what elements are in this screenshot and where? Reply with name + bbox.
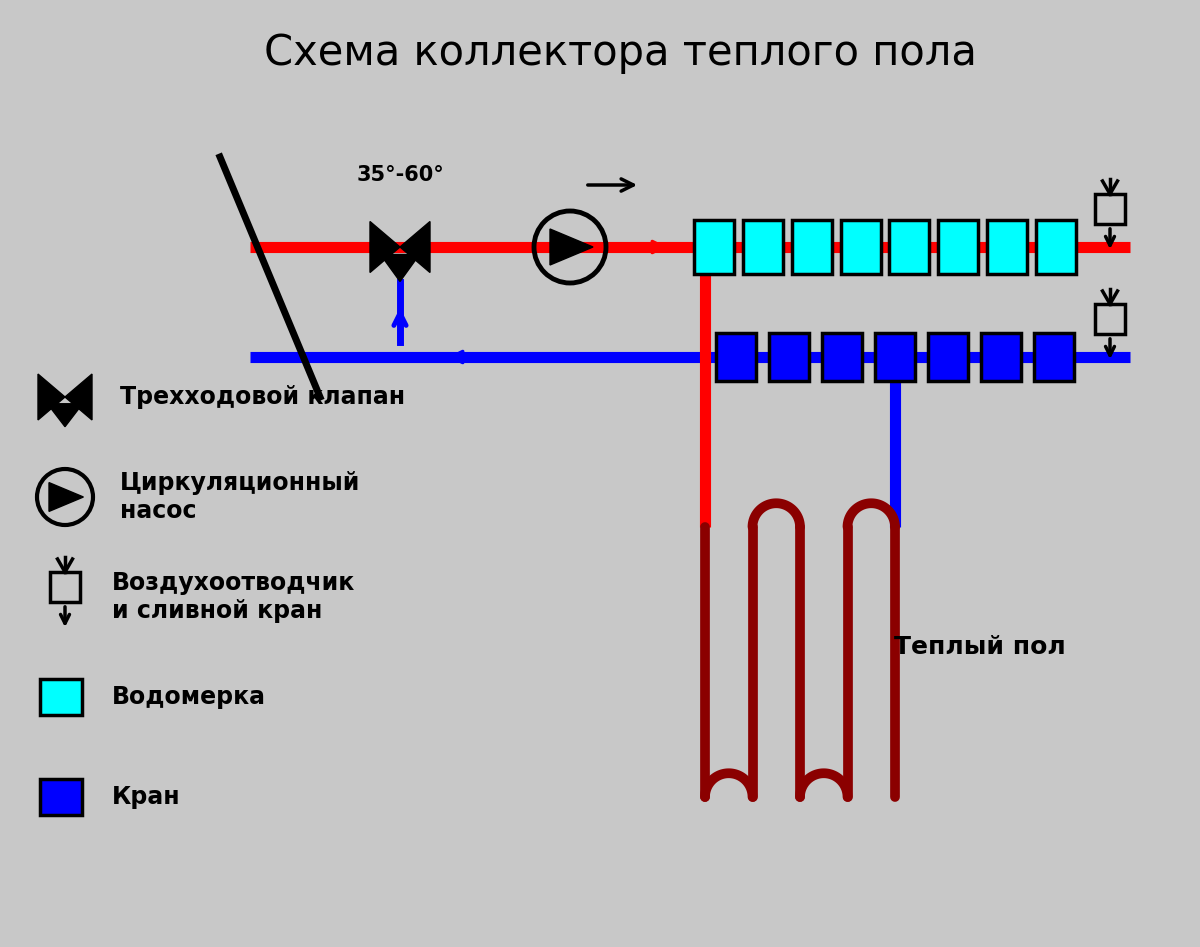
Bar <box>50 572 80 602</box>
Polygon shape <box>400 222 430 273</box>
Text: Воздухоотводчик
и сливной кран: Воздухоотводчик и сливной кран <box>112 571 355 623</box>
FancyBboxPatch shape <box>1036 220 1075 274</box>
FancyBboxPatch shape <box>716 333 756 381</box>
Text: Водомерка: Водомерка <box>112 685 266 709</box>
Polygon shape <box>65 374 92 420</box>
FancyBboxPatch shape <box>822 333 862 381</box>
FancyBboxPatch shape <box>928 333 968 381</box>
Polygon shape <box>550 229 593 265</box>
FancyBboxPatch shape <box>889 220 929 274</box>
Text: Схема коллектора теплого пола: Схема коллектора теплого пола <box>264 32 977 74</box>
Bar <box>1096 304 1126 334</box>
FancyBboxPatch shape <box>695 220 734 274</box>
FancyBboxPatch shape <box>875 333 916 381</box>
FancyBboxPatch shape <box>938 220 978 274</box>
Polygon shape <box>370 222 400 273</box>
Bar <box>1096 194 1126 224</box>
FancyBboxPatch shape <box>743 220 784 274</box>
Polygon shape <box>48 403 83 427</box>
Text: Кран: Кран <box>112 785 181 809</box>
FancyBboxPatch shape <box>841 220 881 274</box>
FancyBboxPatch shape <box>40 779 82 815</box>
Text: Теплый пол: Теплый пол <box>894 635 1066 659</box>
Polygon shape <box>49 483 83 511</box>
FancyBboxPatch shape <box>986 220 1027 274</box>
Text: Трехходовой клапан: Трехходовой клапан <box>120 385 406 409</box>
Text: Циркуляционный
насос: Циркуляционный насос <box>120 471 360 523</box>
FancyBboxPatch shape <box>40 679 82 715</box>
FancyBboxPatch shape <box>769 333 809 381</box>
FancyBboxPatch shape <box>1033 333 1074 381</box>
FancyBboxPatch shape <box>792 220 832 274</box>
Text: 35°-60°: 35°-60° <box>356 165 444 185</box>
Polygon shape <box>380 255 420 281</box>
FancyBboxPatch shape <box>980 333 1021 381</box>
Polygon shape <box>38 374 65 420</box>
